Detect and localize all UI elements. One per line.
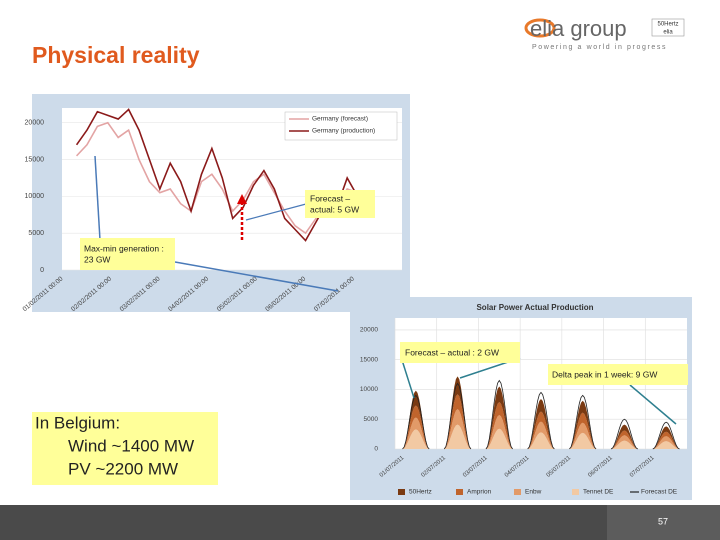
legend-label: Enbw [525, 489, 542, 496]
arrow [94, 155, 101, 241]
legend-swatch [514, 489, 521, 495]
legend-swatch [572, 489, 579, 495]
y-tick-label: 15000 [360, 356, 378, 363]
partner-logo: 50Hertz [657, 22, 678, 28]
note-box [400, 342, 520, 363]
y-tick-label: 15000 [25, 156, 45, 163]
note-box [80, 238, 175, 270]
arrow [245, 203, 307, 221]
y-tick-label: 10000 [360, 386, 378, 393]
page-number: 57 [658, 516, 668, 526]
solar-title: Solar Power Actual Production [476, 303, 593, 312]
stacked-area [402, 429, 430, 449]
note: Max-min generation : [84, 243, 164, 253]
stacked-area [611, 430, 638, 449]
note-box [548, 364, 688, 385]
belgium-line: Wind ~1400 MW [68, 436, 194, 455]
slide-title: Physical reality [32, 42, 200, 68]
legend-label: Forecast DE [641, 489, 678, 496]
partner-logo-box [651, 18, 685, 37]
arrow [401, 359, 415, 399]
note: Forecast – [310, 193, 350, 203]
forecast-line [527, 391, 555, 450]
y-tick-label: 5000 [364, 416, 379, 423]
belgium-box [32, 412, 218, 485]
y-tick-label: 20000 [360, 327, 378, 334]
note: 23 GW [84, 254, 110, 264]
stacked-area [569, 432, 597, 449]
stacked-area [569, 412, 597, 449]
stacked-area [444, 409, 471, 449]
stacked-area [652, 441, 680, 449]
note: actual: 5 GW [310, 204, 359, 214]
legend [284, 111, 398, 141]
forecast-line [610, 418, 639, 450]
legend-swatch [398, 489, 405, 495]
stacked-area [485, 401, 513, 449]
stacked-area [444, 424, 471, 449]
stacked-area [652, 436, 680, 449]
footer [0, 505, 720, 540]
y-tick-label: 10000 [25, 193, 45, 200]
stacked-area [611, 435, 638, 449]
tagline: Powering a world in progress [532, 44, 667, 51]
stacked-area [611, 440, 638, 449]
partner-logo: elia [663, 30, 673, 36]
stacked-area [485, 415, 513, 449]
note-box [305, 190, 375, 218]
stacked-area [652, 431, 680, 449]
arrow [629, 384, 677, 425]
note: Forecast – actual : 2 GW [405, 347, 499, 357]
stacked-area [527, 421, 555, 449]
forecast-line [569, 394, 597, 450]
belgium-line: PV ~2200 MW [68, 459, 178, 478]
stacked-area [527, 411, 555, 449]
footer-panel [607, 505, 720, 540]
y-tick-label: 5000 [28, 230, 44, 237]
legend-swatch [456, 489, 463, 495]
stacked-area [485, 428, 513, 449]
legend-label: Germany (forecast) [312, 116, 368, 123]
legend-label: 50Hertz [409, 489, 432, 496]
legend-label: Amprion [467, 489, 492, 496]
forecast-line [443, 382, 472, 450]
stacked-area [402, 417, 430, 449]
note: Delta peak in 1 week: 9 GW [552, 369, 657, 379]
delta-arrowhead [237, 194, 247, 204]
y-tick-label: 0 [40, 267, 44, 274]
belgium-heading: In Belgium: [35, 413, 120, 432]
arrow [174, 261, 339, 292]
stacked-area [569, 422, 597, 449]
forecast-line [402, 394, 430, 450]
y-tick-label: 20000 [25, 120, 45, 127]
y-tick-label: 0 [374, 446, 378, 453]
legend-label: Germany (production) [312, 128, 375, 135]
logo-swirl [524, 18, 556, 38]
legend-label: Tennet DE [583, 489, 614, 496]
logo: elia group [530, 16, 627, 41]
forecast-line [485, 379, 513, 450]
forecast-line [652, 421, 680, 450]
stacked-area [527, 432, 555, 449]
